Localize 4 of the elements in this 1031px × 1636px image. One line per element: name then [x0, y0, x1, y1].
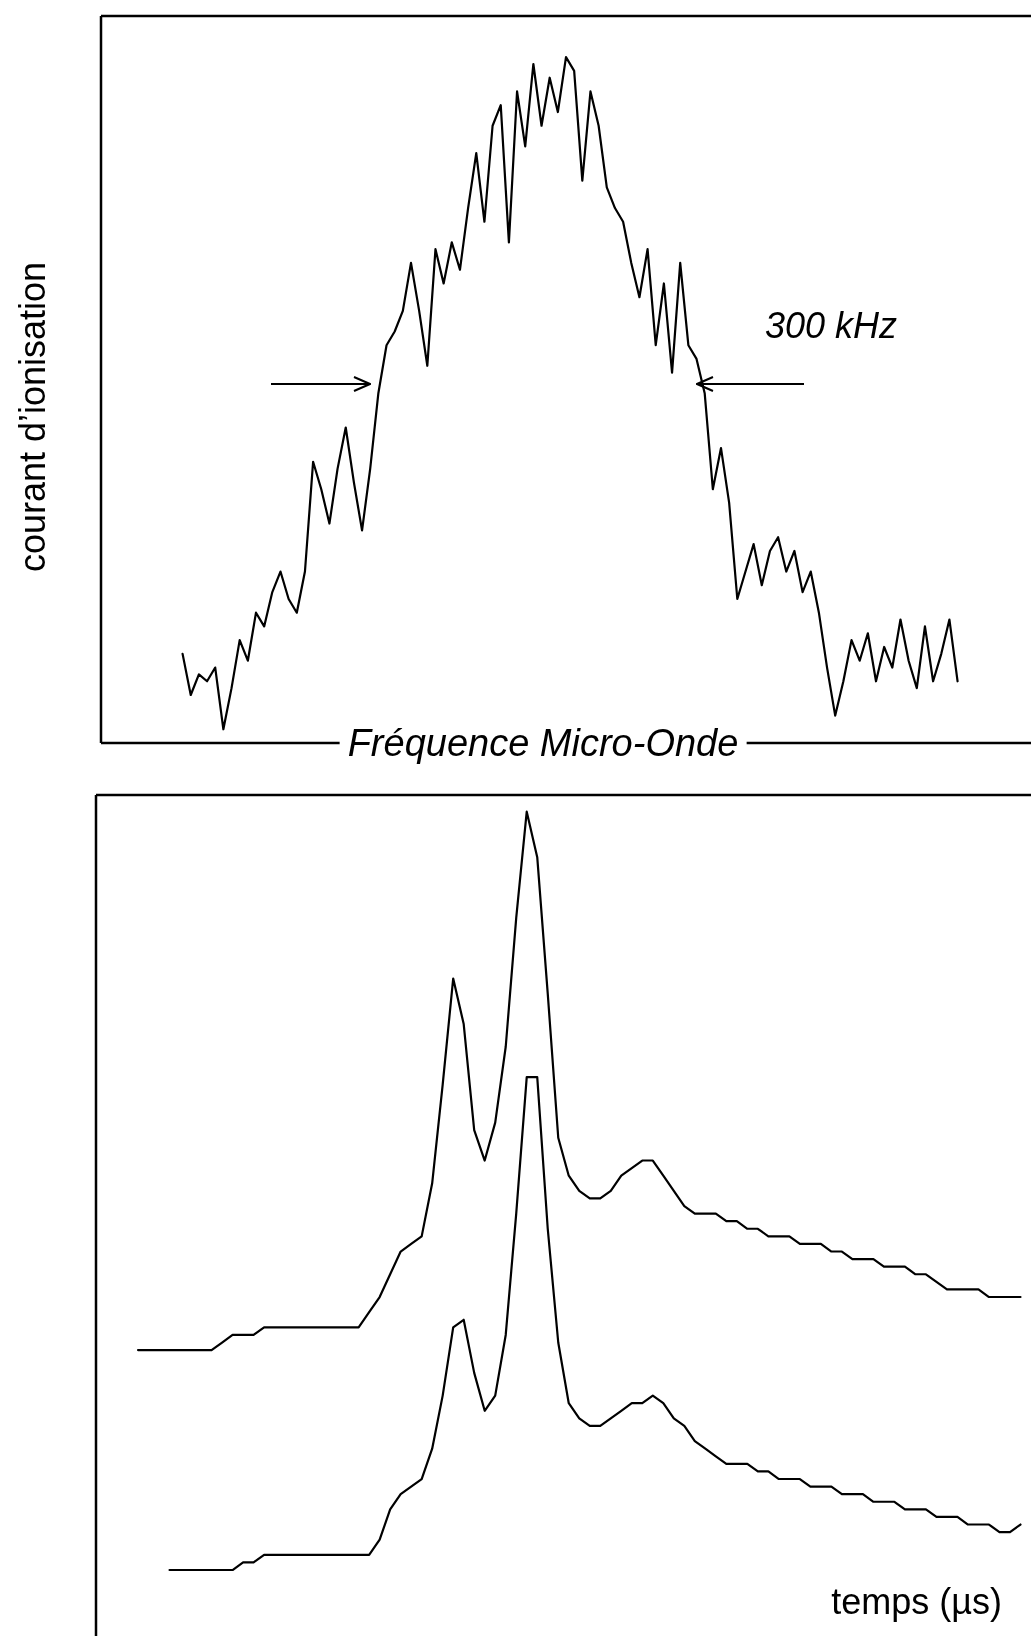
x-axis-title: Fréquence Micro-Onde [339, 722, 747, 764]
y-axis-title: courant d’ionisation [12, 261, 53, 573]
annotation: 300 kHz [765, 305, 898, 346]
x-axis-title: temps (µs) [831, 1581, 1002, 1622]
